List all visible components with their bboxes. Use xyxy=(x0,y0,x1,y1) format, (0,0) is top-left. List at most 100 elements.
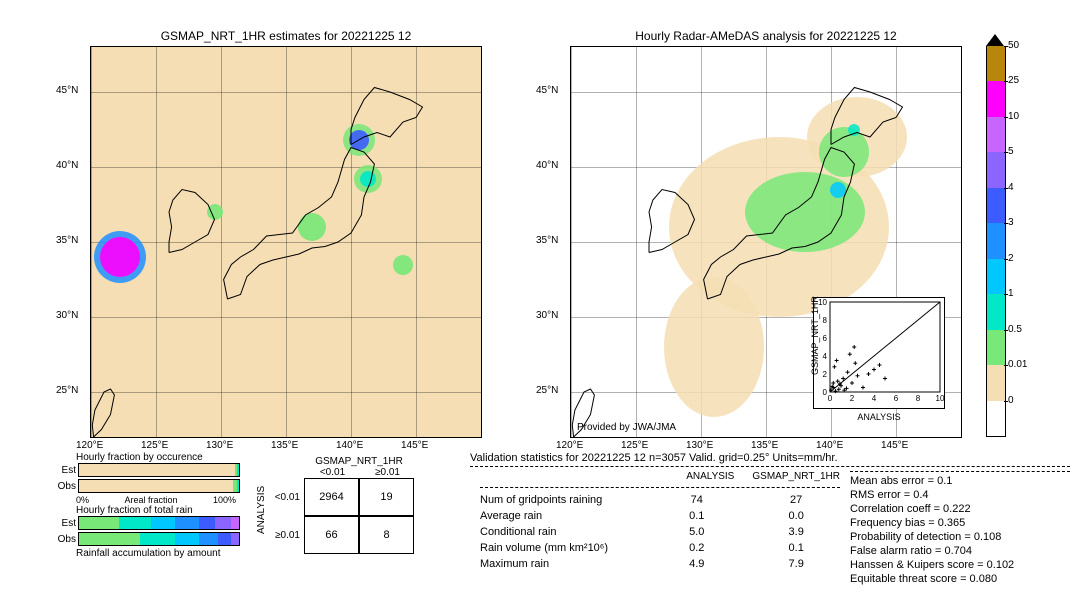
metric-line: Equitable threat score = 0.080 xyxy=(850,572,1070,586)
colorbar-segment xyxy=(986,401,1006,437)
bar-row: Obs xyxy=(50,532,240,546)
x-tick-label: 140°E xyxy=(816,440,843,451)
svg-text:8: 8 xyxy=(916,394,921,403)
colorbar-segment xyxy=(986,330,1006,365)
colorbar-tick-label: 5 xyxy=(1008,146,1014,157)
colorbar-tick-label: 2 xyxy=(1008,253,1014,264)
stats-val-b: 27 xyxy=(744,493,848,507)
bar-row-label: Est xyxy=(50,518,78,529)
x-tick-label: 130°E xyxy=(206,440,233,451)
colorbar-tick-label: 3 xyxy=(1008,217,1014,228)
metric-line: Mean abs error = 0.1 xyxy=(850,474,1070,488)
bar-segment xyxy=(79,533,140,545)
map-left-area xyxy=(91,47,481,437)
map-right-area: Provided by JWA/JMA 00224466881010 ANALY… xyxy=(571,47,961,437)
y-tick-label: 30°N xyxy=(56,310,78,321)
y-tick-label: 25°N xyxy=(536,385,558,396)
x-tick-label: 130°E xyxy=(686,440,713,451)
svg-text:8: 8 xyxy=(823,316,828,325)
fraction-bars-panel: Hourly fraction by occurenceEstObs0%Area… xyxy=(50,452,240,559)
scatter-xlabel: ANALYSIS xyxy=(814,412,944,422)
bar-row-label: Obs xyxy=(50,534,78,545)
scatter-inset: 00224466881010 ANALYSIS GSMAP_NRT_1HR xyxy=(813,297,945,409)
stats-row-label: Average rain xyxy=(472,509,649,523)
stats-val-b: 7.9 xyxy=(744,557,848,571)
bar-segment xyxy=(237,480,239,492)
metric-line: False alarm ratio = 0.704 xyxy=(850,544,1070,558)
bar-segment xyxy=(119,517,151,529)
colorbar-tick-label: 1 xyxy=(1008,288,1014,299)
stats-row-label: Rain volume (mm km²10⁶) xyxy=(472,541,649,555)
map-right-panel: Hourly Radar-AMeDAS analysis for 2022122… xyxy=(570,46,962,438)
svg-text:10: 10 xyxy=(936,394,944,403)
colorbar-segment xyxy=(986,259,1006,294)
metric-line: Correlation coeff = 0.222 xyxy=(850,502,1070,516)
provided-label: Provided by JWA/JMA xyxy=(577,422,676,433)
scatter-svg: 00224466881010 xyxy=(814,298,944,408)
svg-text:4: 4 xyxy=(823,352,828,361)
y-tick-label: 40°N xyxy=(536,160,558,171)
rainfall-accum-label: Rainfall accumulation by amount xyxy=(76,548,240,559)
colorbar-segment xyxy=(986,223,1006,258)
y-tick-label: 35°N xyxy=(536,235,558,246)
x-tick-label: 140°E xyxy=(336,440,363,451)
colorbar-segment xyxy=(986,152,1006,187)
stats-val-b: 3.9 xyxy=(744,525,848,539)
colorbar-segment xyxy=(986,188,1006,223)
colorbar-segment xyxy=(986,81,1006,116)
stats-val-b: 0.1 xyxy=(744,541,848,555)
ct-col-header: <0.01 xyxy=(305,467,360,478)
colorbar-tick-label: 25 xyxy=(1008,75,1019,86)
colorbar-tick-label: 4 xyxy=(1008,182,1014,193)
colorbar-segment xyxy=(986,365,1006,400)
areal-fraction-axis: 0%Areal fraction100% xyxy=(76,495,236,505)
colorbar-segment xyxy=(986,46,1006,81)
y-tick-label: 40°N xyxy=(56,160,78,171)
dashboard-root: GSMAP_NRT_1HR estimates for 20221225 12 … xyxy=(10,10,1070,602)
metric-line: Probability of detection = 0.108 xyxy=(850,530,1070,544)
x-tick-label: 120°E xyxy=(76,440,103,451)
map-left-title: GSMAP_NRT_1HR estimates for 20221225 12 xyxy=(91,29,481,43)
y-tick-label: 45°N xyxy=(536,85,558,96)
colorbar-segment xyxy=(986,117,1006,152)
bar-segment xyxy=(175,517,199,529)
stats-col-a: ANALYSIS xyxy=(651,471,742,482)
bar-segment xyxy=(140,533,175,545)
bar-row: Obs xyxy=(50,479,240,493)
svg-text:6: 6 xyxy=(823,334,828,343)
x-tick-label: 125°E xyxy=(141,440,168,451)
bar-row: Est xyxy=(50,463,240,477)
svg-text:0: 0 xyxy=(823,388,828,397)
y-tick-label: 35°N xyxy=(56,235,78,246)
bar-segment xyxy=(231,533,239,545)
y-tick-label: 25°N xyxy=(56,385,78,396)
stats-row-label: Conditional rain xyxy=(472,525,649,539)
stats-val-a: 74 xyxy=(651,493,742,507)
stats-title: Validation statistics for 20221225 12 n=… xyxy=(470,452,1070,464)
bar-segment xyxy=(79,517,119,529)
ct-col-header: ≥0.01 xyxy=(360,467,415,478)
colorbar-tick-label: 0.01 xyxy=(1008,359,1027,370)
y-tick-label: 30°N xyxy=(536,310,558,321)
ct-title: GSMAP_NRT_1HR xyxy=(304,456,414,467)
x-tick-label: 125°E xyxy=(621,440,648,451)
stats-col-b: GSMAP_NRT_1HR xyxy=(744,471,848,482)
stats-val-b: 0.0 xyxy=(744,509,848,523)
bar-segment xyxy=(237,464,239,476)
x-tick-label: 145°E xyxy=(401,440,428,451)
colorbar-tick-label: 0 xyxy=(1008,395,1014,406)
y-tick-label: 45°N xyxy=(56,85,78,96)
svg-text:2: 2 xyxy=(850,394,855,403)
bar-row: Est xyxy=(50,516,240,530)
ct-cell: 8 xyxy=(359,516,414,554)
svg-text:2: 2 xyxy=(823,370,828,379)
ct-cell: 66 xyxy=(304,516,359,554)
x-tick-label: 135°E xyxy=(751,440,778,451)
x-tick-label: 145°E xyxy=(881,440,908,451)
map-left-panel: GSMAP_NRT_1HR estimates for 20221225 12 xyxy=(90,46,482,438)
stats-row-label: Num of gridpoints raining xyxy=(472,493,649,507)
ct-cell: 2964 xyxy=(304,478,359,516)
colorbar: 502510543210.50.010 xyxy=(986,46,1004,436)
metric-line: Hanssen & Kuipers score = 0.102 xyxy=(850,558,1070,572)
bar-segment xyxy=(175,533,199,545)
